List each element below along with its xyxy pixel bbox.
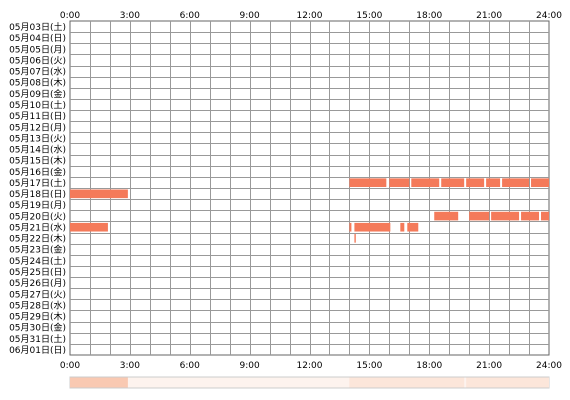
summary-segment	[491, 377, 520, 388]
row-label: 05月30日(金)	[9, 322, 66, 334]
row-label: 05月27日(火)	[9, 289, 66, 300]
row-label: 05月07日(水)	[9, 66, 66, 78]
x-tick-label-bottom: 15:00	[356, 361, 382, 371]
row-labels: 05月03日(土)05月04日(日)05月05日(月)05月06日(火)05月0…	[9, 21, 66, 356]
summary-segment	[354, 377, 356, 388]
row-label: 05月29日(木)	[9, 311, 66, 323]
row-label: 05月21日(水)	[9, 221, 66, 233]
row-label: 05月22日(木)	[9, 233, 66, 245]
activity-bar	[354, 234, 356, 243]
activity-bar	[466, 178, 485, 187]
x-tick-label-top: 18:00	[416, 11, 442, 21]
x-tick-label-bottom: 9:00	[240, 361, 260, 371]
activity-bar	[531, 178, 549, 187]
row-label: 05月14日(水)	[9, 144, 66, 156]
row-label: 05月18日(日)	[9, 189, 66, 200]
x-tick-label-bottom: 6:00	[180, 361, 200, 371]
x-tick-label-bottom: 3:00	[120, 361, 140, 371]
x-tick-label-top: 0:00	[60, 11, 80, 21]
row-label: 05月05日(月)	[9, 44, 66, 55]
row-label: 05月31日(土)	[9, 333, 66, 345]
x-tick-labels: 0:00 0:00 3:00 3:00 6:00 6:00 9:00 9:00 12:00 12:…	[60, 11, 562, 371]
summary-segment	[349, 377, 352, 388]
activity-bar	[400, 222, 405, 232]
summary-segment	[389, 377, 410, 388]
x-tick-label-top: 15:00	[356, 11, 382, 21]
row-label: 05月19日(月)	[9, 200, 66, 211]
activity-bar	[349, 222, 352, 232]
activity-bar	[70, 222, 108, 232]
activity-bar	[469, 211, 490, 221]
x-tick-label-bottom: 0:00	[60, 361, 80, 371]
row-label: 05月15日(木)	[9, 155, 66, 167]
activity-bar	[389, 178, 410, 187]
row-label: 05月09日(金)	[9, 88, 66, 100]
x-tick-label-top: 12:00	[297, 11, 323, 21]
activity-bar	[407, 222, 419, 232]
summary-segment	[469, 377, 490, 388]
row-label: 05月25日(日)	[9, 267, 66, 278]
summary-segment	[354, 377, 391, 388]
activity-bar	[502, 178, 530, 187]
row-label: 05月17日(土)	[9, 177, 66, 189]
activity-bar	[441, 178, 465, 187]
row-label: 05月20日(火)	[9, 211, 66, 222]
summary-segment	[70, 377, 108, 388]
x-tick-label-top: 24:00	[536, 11, 562, 21]
summary-segment	[531, 377, 549, 388]
summary-segment	[521, 377, 540, 388]
row-label: 05月11日(日)	[9, 111, 66, 122]
x-tick-label-bottom: 18:00	[416, 361, 442, 371]
x-tick-label-top: 3:00	[120, 11, 140, 21]
x-tick-label-bottom: 21:00	[476, 361, 502, 371]
summary-segment	[407, 377, 419, 388]
chart-grid	[69, 20, 550, 356]
summary-segment	[541, 377, 549, 388]
activity-bar	[486, 178, 501, 187]
activity-bar	[434, 211, 459, 221]
x-tick-label-top: 6:00	[180, 11, 200, 21]
x-tick-label-top: 21:00	[476, 11, 502, 21]
row-label: 05月12日(月)	[9, 122, 66, 133]
row-label: 05月03日(土)	[9, 21, 66, 33]
activity-bar	[411, 178, 440, 187]
activity-bar	[541, 211, 549, 221]
summary-segment	[434, 377, 459, 388]
row-label: 05月13日(火)	[9, 133, 66, 144]
row-label: 06月01日(日)	[9, 345, 66, 356]
row-label: 05月24日(土)	[9, 255, 66, 267]
summary-segment	[400, 377, 405, 388]
row-label: 05月28日(水)	[9, 299, 66, 311]
x-tick-label-top: 9:00	[240, 11, 260, 21]
summary-strip	[69, 376, 550, 389]
row-label: 05月23日(金)	[9, 244, 66, 256]
activity-bar	[521, 211, 540, 221]
activity-bar	[354, 222, 391, 232]
row-label: 05月10日(土)	[9, 99, 66, 111]
row-label: 05月16日(金)	[9, 166, 66, 178]
row-label: 05月06日(火)	[9, 55, 66, 66]
x-tick-label-bottom: 12:00	[297, 361, 323, 371]
x-tick-label-bottom: 24:00	[536, 361, 562, 371]
row-label: 05月04日(日)	[9, 33, 66, 44]
row-label: 05月08日(木)	[9, 77, 66, 89]
activity-bars	[70, 178, 549, 243]
summary-segment	[411, 377, 440, 388]
activity-bar	[491, 211, 520, 221]
row-label: 05月26日(月)	[9, 278, 66, 289]
activity-bar	[349, 178, 387, 187]
activity-bar	[70, 189, 128, 199]
